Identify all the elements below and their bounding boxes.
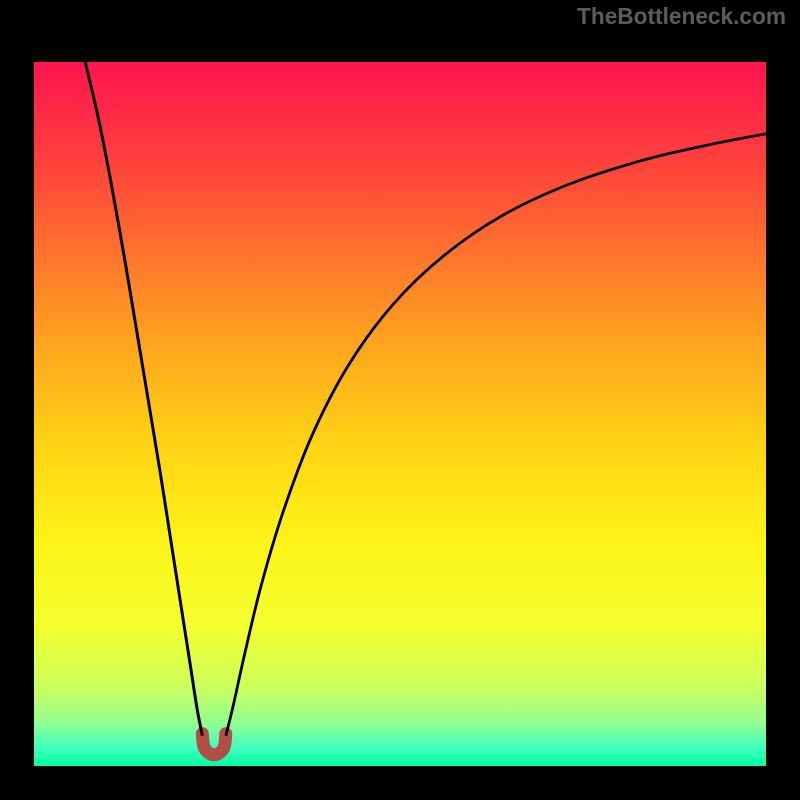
curve-layer <box>34 62 766 766</box>
curve-left-branch <box>85 62 202 736</box>
plot-area <box>34 62 766 766</box>
watermark-text: TheBottleneck.com <box>577 3 786 30</box>
curve-right-branch <box>226 134 766 736</box>
valley-marker <box>202 734 225 755</box>
